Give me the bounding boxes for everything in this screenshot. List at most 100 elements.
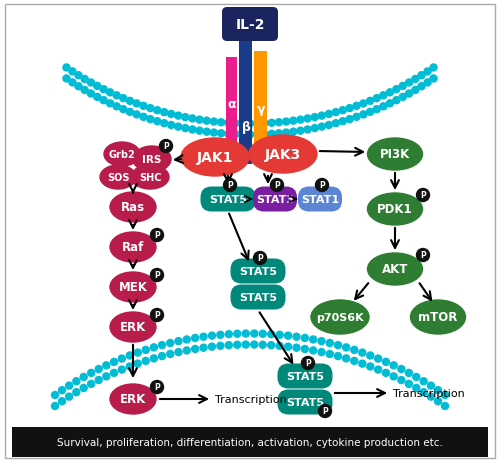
Circle shape [254, 131, 260, 138]
Circle shape [400, 94, 406, 101]
Circle shape [284, 332, 292, 339]
Text: JAK3: JAK3 [265, 148, 301, 162]
Text: Transcription: Transcription [393, 388, 465, 398]
Circle shape [113, 93, 120, 100]
Circle shape [390, 362, 397, 369]
Circle shape [200, 333, 207, 340]
Circle shape [225, 131, 232, 138]
Circle shape [418, 83, 425, 91]
Circle shape [282, 119, 290, 126]
Circle shape [88, 91, 94, 98]
Circle shape [103, 362, 110, 369]
Ellipse shape [100, 166, 136, 189]
Circle shape [250, 341, 258, 348]
Circle shape [147, 106, 154, 113]
Circle shape [254, 121, 260, 128]
Circle shape [154, 119, 160, 125]
Circle shape [113, 104, 120, 111]
Circle shape [88, 80, 94, 87]
Circle shape [120, 106, 127, 113]
Text: STAT5: STAT5 [239, 292, 277, 302]
Circle shape [304, 127, 311, 134]
Circle shape [386, 100, 394, 107]
Circle shape [196, 128, 203, 135]
Ellipse shape [249, 136, 317, 174]
Ellipse shape [368, 194, 422, 225]
Circle shape [140, 103, 147, 110]
Ellipse shape [110, 313, 156, 342]
Circle shape [316, 179, 328, 192]
Circle shape [406, 80, 412, 87]
Circle shape [66, 382, 72, 389]
Circle shape [310, 347, 316, 354]
Circle shape [342, 344, 349, 351]
Circle shape [318, 405, 332, 418]
FancyBboxPatch shape [200, 187, 256, 212]
Circle shape [374, 366, 382, 373]
Circle shape [81, 87, 88, 94]
Circle shape [168, 122, 174, 129]
Ellipse shape [110, 232, 156, 263]
Circle shape [351, 357, 358, 364]
Circle shape [95, 366, 102, 373]
Circle shape [94, 94, 100, 101]
Circle shape [225, 120, 232, 127]
Circle shape [126, 363, 133, 370]
Circle shape [326, 111, 332, 118]
Circle shape [284, 344, 292, 350]
Circle shape [242, 341, 250, 348]
Circle shape [210, 130, 218, 137]
Circle shape [134, 360, 141, 367]
Circle shape [382, 369, 390, 376]
Circle shape [58, 387, 66, 394]
Circle shape [232, 131, 239, 138]
Text: STAT5: STAT5 [286, 371, 324, 381]
FancyBboxPatch shape [298, 187, 342, 212]
Text: Grb2: Grb2 [108, 150, 136, 160]
Circle shape [261, 131, 268, 138]
Ellipse shape [131, 166, 169, 189]
Circle shape [150, 309, 164, 322]
Circle shape [166, 340, 173, 347]
Circle shape [318, 338, 325, 345]
Text: STAT1: STAT1 [301, 194, 339, 205]
Bar [239, 30, 252, 165]
Ellipse shape [181, 139, 249, 176]
Circle shape [332, 120, 340, 127]
Circle shape [304, 116, 311, 123]
Circle shape [367, 363, 374, 370]
Circle shape [154, 107, 160, 114]
Circle shape [359, 360, 366, 367]
Text: mTOR: mTOR [418, 311, 458, 324]
Circle shape [106, 100, 114, 107]
Circle shape [174, 113, 182, 120]
Circle shape [142, 347, 149, 354]
Circle shape [398, 366, 405, 373]
Text: SHC: SHC [139, 173, 162, 182]
Circle shape [88, 369, 94, 376]
Circle shape [366, 109, 374, 116]
Circle shape [150, 229, 164, 242]
Circle shape [184, 336, 190, 343]
Circle shape [268, 120, 275, 127]
FancyBboxPatch shape [230, 259, 285, 284]
Text: PI3K: PI3K [380, 148, 410, 161]
Ellipse shape [133, 147, 171, 173]
Circle shape [192, 346, 198, 353]
Ellipse shape [104, 143, 140, 167]
Circle shape [133, 100, 140, 108]
Circle shape [81, 76, 88, 83]
Circle shape [126, 109, 134, 116]
Circle shape [192, 335, 198, 342]
Ellipse shape [368, 253, 422, 285]
Circle shape [268, 131, 275, 138]
Circle shape [310, 336, 316, 343]
Ellipse shape [110, 193, 156, 223]
Text: STAT5: STAT5 [286, 397, 324, 407]
Circle shape [297, 128, 304, 135]
Circle shape [360, 100, 367, 108]
Circle shape [276, 343, 283, 350]
Circle shape [203, 118, 210, 125]
Circle shape [340, 119, 346, 125]
Text: STAT3: STAT3 [256, 194, 294, 205]
